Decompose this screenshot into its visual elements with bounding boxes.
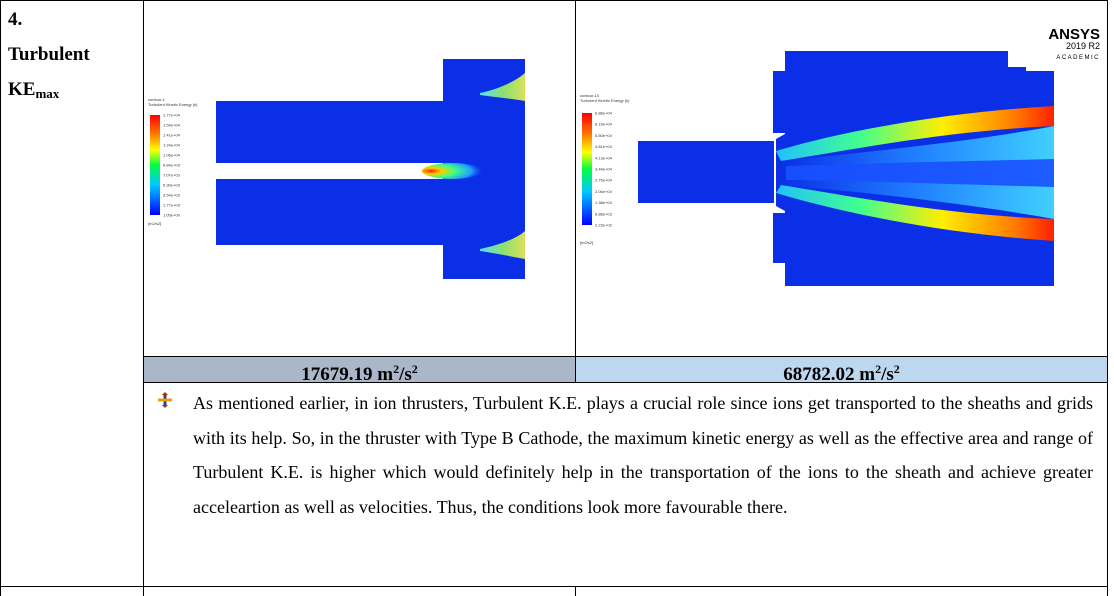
left-legend-value: 7.07e+03 bbox=[163, 173, 181, 178]
left-lower-plume bbox=[480, 231, 525, 259]
left-legend-value: 1.05e+00 bbox=[163, 213, 181, 218]
discussion-paragraph: As mentioned earlier, in ion thrusters, … bbox=[193, 393, 1093, 517]
left-legend-title-2: Turbulent Kinetic Energy (k) bbox=[148, 102, 198, 107]
row-bottom-border bbox=[0, 586, 1108, 587]
right-legend-value: 2.06e+04 bbox=[595, 189, 613, 194]
left-legend-value: 3.54e+03 bbox=[163, 193, 181, 198]
plus-arrows-icon bbox=[158, 392, 172, 408]
right-max-value-cell: 68782.02 m2/s2 bbox=[576, 357, 1107, 385]
row-title-line1: Turbulent bbox=[8, 44, 90, 65]
right-legend-value: 4.13e+04 bbox=[595, 155, 613, 160]
left-lower-channel bbox=[216, 179, 446, 245]
ansys-logo: ANSYS 2019 R2 ACADEMIC bbox=[1008, 23, 1104, 67]
left-upper-plume bbox=[480, 73, 525, 101]
left-legend-title-1: contour-1 bbox=[148, 97, 166, 102]
table-top-border bbox=[0, 0, 1108, 1]
right-contour-image: contour-10 Turbulent Kinetic Energy (k) … bbox=[576, 1, 1107, 356]
left-legend-value: 8.84e+03 bbox=[163, 163, 181, 168]
table-left-border bbox=[0, 0, 1, 596]
left-legend-value: 1.59e+04 bbox=[163, 123, 181, 128]
image-column-divider-lower bbox=[575, 586, 576, 596]
svg-text:ANSYS: ANSYS bbox=[1048, 26, 1100, 43]
values-row-bottom bbox=[143, 382, 1108, 383]
image-column-divider bbox=[575, 0, 576, 382]
left-contour-image: contour-1 Turbulent Kinetic Energy (k) 1… bbox=[144, 1, 575, 356]
row-title-line2: KEmax bbox=[8, 79, 60, 101]
right-legend-value: 6.19e+04 bbox=[595, 122, 613, 127]
right-lower-grid bbox=[773, 213, 785, 263]
left-center-jet bbox=[422, 163, 482, 179]
svg-text:2019 R2: 2019 R2 bbox=[1066, 41, 1100, 51]
left-legend-value: 1.77e+03 bbox=[163, 203, 181, 208]
left-legend-value: 1.24e+04 bbox=[163, 143, 181, 148]
row-label: 4. Turbulent KEmax bbox=[8, 2, 138, 111]
row-number: 4. bbox=[8, 9, 23, 30]
values-row-top bbox=[143, 356, 1108, 357]
label-column-divider bbox=[143, 0, 144, 596]
left-legend-unit: [m2/s2] bbox=[148, 221, 161, 226]
svg-text:ACADEMIC: ACADEMIC bbox=[1056, 55, 1100, 61]
right-legend-value: 1.38e+04 bbox=[595, 200, 613, 205]
left-legend-value: 1.41e+04 bbox=[163, 133, 181, 138]
left-legend-value: 5.30e+03 bbox=[163, 183, 181, 188]
right-legend-value: 3.44e+04 bbox=[595, 167, 613, 172]
right-legend-title-2: Turbulent Kinetic Energy (k) bbox=[580, 98, 630, 103]
right-legend-value: 4.81e+04 bbox=[595, 144, 613, 149]
left-colorbar bbox=[150, 115, 160, 215]
left-legend-value: 1.77e+04 bbox=[163, 113, 181, 118]
right-legend-title-1: contour-10 bbox=[580, 93, 600, 98]
right-upper-grid bbox=[773, 71, 785, 133]
right-legend-value: 2.23e+02 bbox=[595, 223, 613, 228]
left-max-value-cell: 17679.19 m2/s2 bbox=[144, 357, 575, 385]
right-discharge-chamber bbox=[638, 141, 774, 203]
right-legend-unit: [m2/s2] bbox=[580, 240, 593, 245]
right-upper-plume bbox=[776, 106, 1054, 161]
right-legend-value: 6.88e+03 bbox=[595, 211, 613, 216]
right-legend-value: 5.50e+04 bbox=[595, 133, 613, 138]
right-legend-value: 6.88e+04 bbox=[595, 111, 613, 116]
table-right-border bbox=[1107, 0, 1108, 596]
right-colorbar bbox=[582, 113, 592, 225]
left-upper-channel bbox=[216, 101, 446, 163]
right-lower-plume bbox=[776, 185, 1054, 241]
left-legend-value: 1.06e+04 bbox=[163, 153, 181, 158]
right-legend-value: 2.75e+04 bbox=[595, 178, 613, 183]
